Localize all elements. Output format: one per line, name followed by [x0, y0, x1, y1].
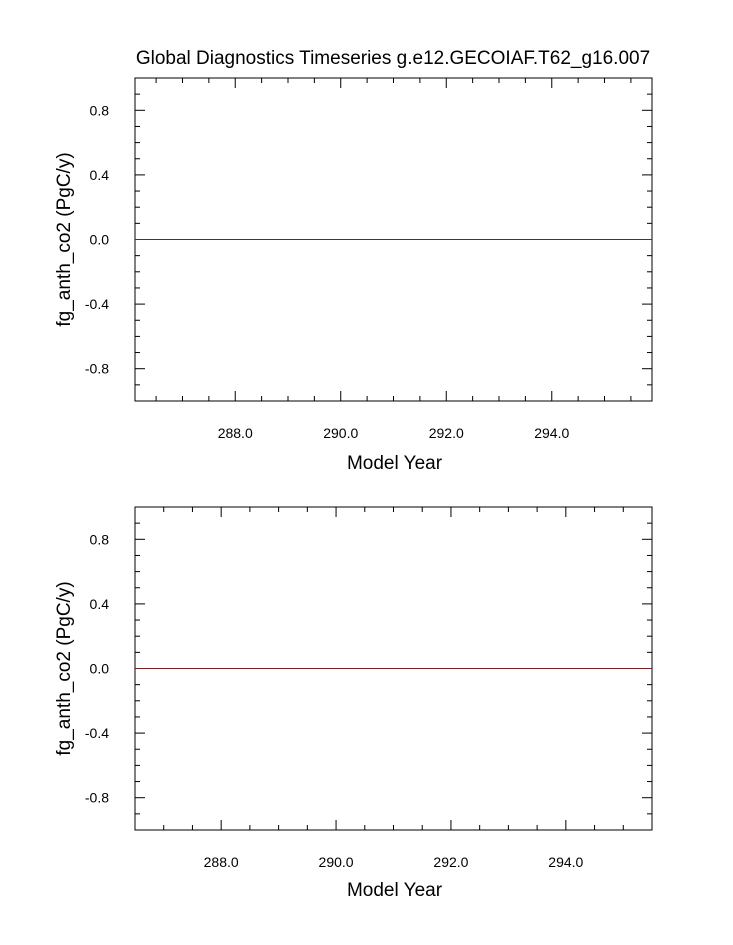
x-tick-label: 294.0 — [548, 854, 583, 870]
x-tick-label: 290.0 — [319, 854, 354, 870]
x-tick-label: 294.0 — [534, 425, 569, 441]
chart-panel-top: 0.8 0.4 0.0 -0.4 -0.8 288.0 290.0 292.0 294.0 Mod… — [54, 77, 653, 474]
x-tick-label: 290.0 — [323, 425, 358, 441]
y-axis-label: fg_anth_co2 (PgC/y) — [54, 152, 75, 326]
x-tick-label: 288.0 — [218, 425, 253, 441]
y-tick-label: 0.8 — [90, 531, 110, 547]
x-axis-label: Model Year — [347, 880, 443, 901]
x-tick-label: 292.0 — [433, 854, 468, 870]
y-tick-label: 0.4 — [90, 596, 110, 612]
y-tick-label: 0.0 — [90, 661, 110, 677]
y-tick-label: -0.4 — [85, 725, 109, 741]
chart-panel-bottom: 0.8 0.4 0.0 -0.4 -0.8 288.0 290.0 292.0 294.0 Mod… — [54, 506, 653, 901]
x-axis-label: Model Year — [347, 453, 443, 474]
x-tick-label: 292.0 — [429, 425, 464, 441]
figure-title: Global Diagnostics Timeseries g.e12.GECO… — [136, 48, 650, 69]
y-tick-label: 0.0 — [90, 232, 110, 248]
y-tick-label: 0.8 — [90, 102, 110, 118]
y-tick-label: -0.4 — [85, 296, 109, 312]
x-tick-label: 288.0 — [204, 854, 239, 870]
y-tick-label: 0.4 — [90, 167, 110, 183]
y-tick-label: -0.8 — [85, 790, 109, 806]
y-tick-label: -0.8 — [85, 361, 109, 377]
y-axis-label: fg_anth_co2 (PgC/y) — [54, 581, 75, 755]
